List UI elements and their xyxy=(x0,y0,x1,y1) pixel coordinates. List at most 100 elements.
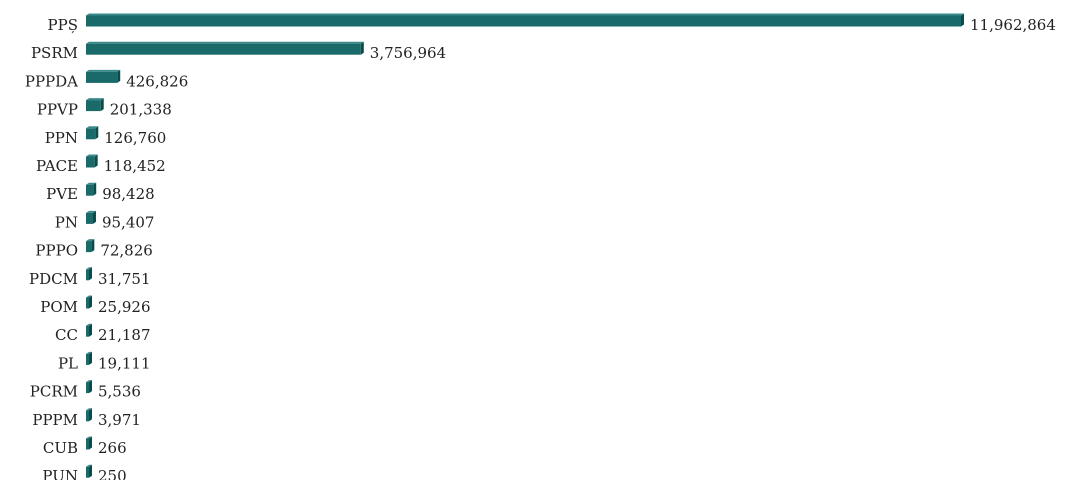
category-label: PCRM xyxy=(30,383,78,401)
chart-rows: PPȘ 11,962,864 PSRM 3,756,964 PPPDA 426,826 PP… xyxy=(25,13,1056,480)
category-label: CUB xyxy=(43,439,78,457)
value-label: 201,338 xyxy=(110,101,172,119)
bar-face xyxy=(86,15,961,27)
bar xyxy=(86,408,92,422)
bar-side xyxy=(94,154,98,168)
bar-side xyxy=(89,295,92,309)
category-label: PL xyxy=(58,354,78,372)
category-label: POM xyxy=(40,298,78,316)
value-label: 126,760 xyxy=(104,129,166,147)
bar xyxy=(86,239,95,253)
bar-top xyxy=(86,210,96,213)
category-label: PN xyxy=(55,213,78,231)
category-label: PPȘ xyxy=(48,16,78,34)
bar-top xyxy=(86,239,95,242)
value-label: 3,756,964 xyxy=(370,44,446,62)
bar-side xyxy=(93,182,97,196)
bar-top xyxy=(86,295,92,298)
bar xyxy=(86,69,121,83)
bar-top xyxy=(86,408,92,411)
value-label: 5,536 xyxy=(98,383,141,401)
bar-top xyxy=(86,98,104,101)
bar-side xyxy=(95,126,99,140)
bar-face xyxy=(86,100,101,112)
bar-top xyxy=(86,464,92,467)
bar xyxy=(86,436,92,450)
bar-top xyxy=(86,182,97,185)
bar xyxy=(86,154,98,168)
category-label: PSRM xyxy=(31,44,78,62)
category-label: PPPM xyxy=(32,411,78,429)
value-label: 95,407 xyxy=(102,213,155,231)
value-label: 72,826 xyxy=(100,242,153,260)
bar-top xyxy=(86,436,92,439)
bar-face xyxy=(86,43,361,55)
bar-top xyxy=(86,380,92,383)
value-label: 21,187 xyxy=(98,326,151,344)
bar-face xyxy=(86,212,93,224)
bar-face xyxy=(86,410,89,422)
bar-side xyxy=(91,239,95,253)
value-label: 3,971 xyxy=(98,411,141,429)
value-label: 118,452 xyxy=(104,157,166,175)
bar-top xyxy=(86,126,99,129)
value-label: 426,826 xyxy=(126,72,188,90)
bar-top xyxy=(86,69,121,72)
category-label: PPN xyxy=(45,129,78,147)
bar-face xyxy=(86,353,89,365)
bar-face xyxy=(86,71,118,83)
bar xyxy=(86,323,92,337)
bar xyxy=(86,210,96,224)
value-label: 266 xyxy=(98,439,127,457)
bar xyxy=(86,98,104,112)
bar-face xyxy=(86,241,92,253)
bar-side xyxy=(360,41,364,55)
value-label: 250 xyxy=(98,467,127,480)
bar-face xyxy=(86,184,94,196)
value-label: 31,751 xyxy=(98,270,151,288)
value-label: 11,962,864 xyxy=(970,16,1056,34)
bar-top xyxy=(86,13,964,16)
bar-side xyxy=(117,69,121,83)
value-label: 19,111 xyxy=(98,354,151,372)
bar-face xyxy=(86,297,89,309)
bar-face xyxy=(86,156,95,168)
bar-side xyxy=(89,408,92,422)
bar xyxy=(86,351,92,365)
bar xyxy=(86,126,99,140)
bar-side xyxy=(89,380,92,394)
bar-side xyxy=(89,464,92,478)
bar xyxy=(86,380,92,394)
bar xyxy=(86,464,92,478)
bar xyxy=(86,267,92,281)
bar-top xyxy=(86,267,92,270)
bar-face xyxy=(86,325,89,337)
bar-top xyxy=(86,351,92,354)
bar-side xyxy=(89,351,92,365)
bar-side xyxy=(961,13,964,27)
bar-face xyxy=(86,466,89,478)
category-label: PPVP xyxy=(37,101,78,119)
bar-side xyxy=(92,210,96,224)
bar-top xyxy=(86,323,92,326)
category-label: PDCM xyxy=(29,270,78,288)
bar-top xyxy=(86,41,364,44)
bar-face xyxy=(86,128,96,140)
bar xyxy=(86,41,364,55)
bar-side xyxy=(89,323,92,337)
category-label: PPPO xyxy=(35,242,78,260)
bar-face xyxy=(86,438,89,450)
bar xyxy=(86,13,964,27)
bar xyxy=(86,182,97,196)
bar xyxy=(86,295,92,309)
value-label: 98,428 xyxy=(102,185,154,203)
bar-side xyxy=(89,267,92,281)
category-label: PACE xyxy=(36,157,78,175)
bar-top xyxy=(86,154,98,157)
category-label: PUN xyxy=(42,467,78,480)
bar-side xyxy=(100,98,104,112)
category-label: CC xyxy=(55,326,78,344)
category-label: PVE xyxy=(46,185,78,203)
bar-side xyxy=(89,436,92,450)
